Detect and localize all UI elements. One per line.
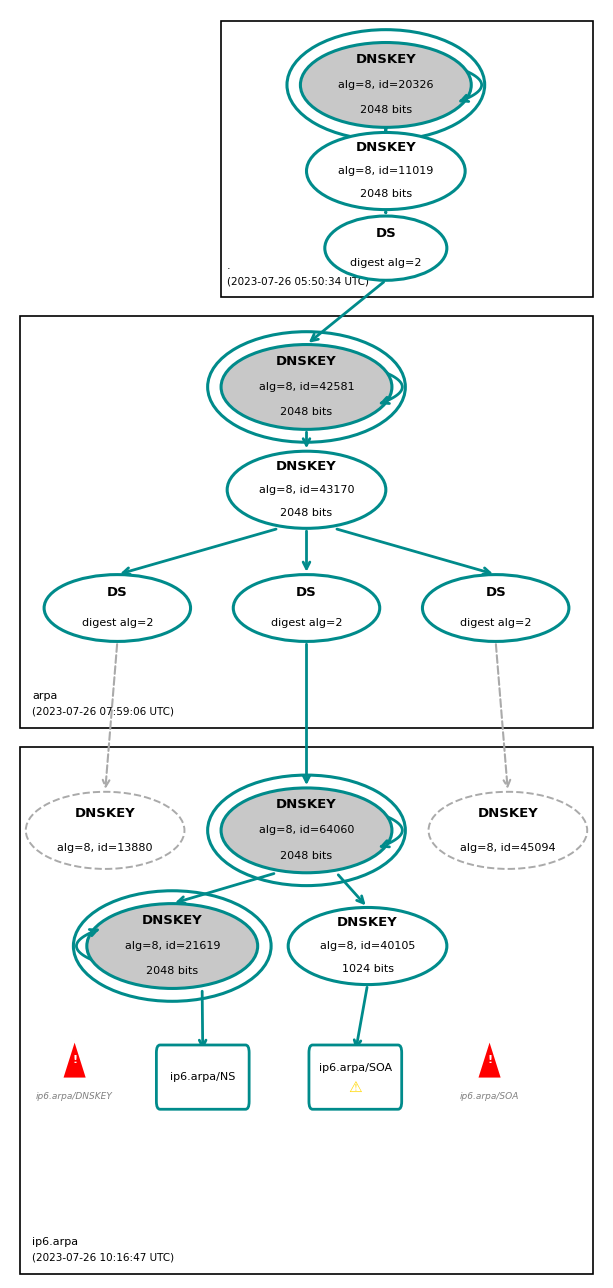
Text: ip6.arpa/SOA: ip6.arpa/SOA <box>319 1064 392 1073</box>
Text: 2048 bits: 2048 bits <box>280 407 333 417</box>
Ellipse shape <box>288 908 447 984</box>
Text: arpa: arpa <box>32 692 57 701</box>
Text: ip6.arpa/SOA: ip6.arpa/SOA <box>460 1092 519 1101</box>
Ellipse shape <box>306 133 465 210</box>
Text: ip6.arpa: ip6.arpa <box>32 1238 78 1248</box>
Ellipse shape <box>422 574 569 641</box>
Text: alg=8, id=13880: alg=8, id=13880 <box>58 842 153 853</box>
Text: 2048 bits: 2048 bits <box>360 189 412 200</box>
Text: DS: DS <box>296 586 317 599</box>
Ellipse shape <box>26 792 185 869</box>
FancyBboxPatch shape <box>309 1045 402 1109</box>
Text: digest alg=2: digest alg=2 <box>271 618 342 629</box>
Text: ⚠: ⚠ <box>349 1081 362 1095</box>
Text: digest alg=2: digest alg=2 <box>350 258 422 268</box>
Text: ip6.arpa/DNSKEY: ip6.arpa/DNSKEY <box>36 1092 113 1101</box>
Text: (2023-07-26 10:16:47 UTC): (2023-07-26 10:16:47 UTC) <box>32 1253 174 1264</box>
Ellipse shape <box>428 792 587 869</box>
Text: DNSKEY: DNSKEY <box>276 460 337 473</box>
Text: DS: DS <box>485 586 506 599</box>
Text: 2048 bits: 2048 bits <box>280 507 333 518</box>
Text: alg=8, id=64060: alg=8, id=64060 <box>259 826 354 836</box>
Text: DNSKEY: DNSKEY <box>75 806 135 819</box>
Text: !: ! <box>72 1055 77 1065</box>
Text: digest alg=2: digest alg=2 <box>460 618 531 629</box>
Text: DNSKEY: DNSKEY <box>356 142 416 155</box>
Text: DNSKEY: DNSKEY <box>356 53 416 66</box>
Polygon shape <box>63 1039 87 1078</box>
Bar <box>20 317 593 728</box>
Text: digest alg=2: digest alg=2 <box>82 618 153 629</box>
Text: 2048 bits: 2048 bits <box>146 966 199 976</box>
Text: alg=8, id=45094: alg=8, id=45094 <box>460 842 556 853</box>
Text: DS: DS <box>375 227 396 240</box>
Text: 2048 bits: 2048 bits <box>280 851 333 860</box>
Text: DNSKEY: DNSKEY <box>478 806 538 819</box>
Ellipse shape <box>234 574 379 641</box>
Ellipse shape <box>221 788 392 873</box>
Text: (2023-07-26 05:50:34 UTC): (2023-07-26 05:50:34 UTC) <box>227 276 369 286</box>
Text: alg=8, id=20326: alg=8, id=20326 <box>338 80 433 90</box>
Text: ip6.arpa/NS: ip6.arpa/NS <box>170 1072 235 1082</box>
Ellipse shape <box>325 216 447 281</box>
Ellipse shape <box>300 43 471 128</box>
Text: alg=8, id=11019: alg=8, id=11019 <box>338 166 433 176</box>
Text: !: ! <box>487 1055 492 1065</box>
Text: 1024 bits: 1024 bits <box>341 965 394 974</box>
Ellipse shape <box>44 574 191 641</box>
Ellipse shape <box>227 451 386 528</box>
Bar <box>221 21 593 298</box>
Ellipse shape <box>87 904 257 988</box>
Text: 2048 bits: 2048 bits <box>360 106 412 116</box>
FancyBboxPatch shape <box>156 1045 249 1109</box>
Ellipse shape <box>221 345 392 429</box>
Text: DS: DS <box>107 586 128 599</box>
Polygon shape <box>478 1039 502 1078</box>
Text: DNSKEY: DNSKEY <box>276 799 337 811</box>
Text: DNSKEY: DNSKEY <box>337 916 398 930</box>
Text: alg=8, id=42581: alg=8, id=42581 <box>259 383 354 392</box>
Text: .: . <box>227 260 231 270</box>
Text: alg=8, id=21619: alg=8, id=21619 <box>124 942 220 951</box>
Text: DNSKEY: DNSKEY <box>276 355 337 368</box>
Text: (2023-07-26 07:59:06 UTC): (2023-07-26 07:59:06 UTC) <box>32 707 174 716</box>
Text: alg=8, id=43170: alg=8, id=43170 <box>259 484 354 495</box>
Bar <box>20 747 593 1274</box>
Text: DNSKEY: DNSKEY <box>142 914 203 927</box>
Text: alg=8, id=40105: alg=8, id=40105 <box>320 942 415 951</box>
